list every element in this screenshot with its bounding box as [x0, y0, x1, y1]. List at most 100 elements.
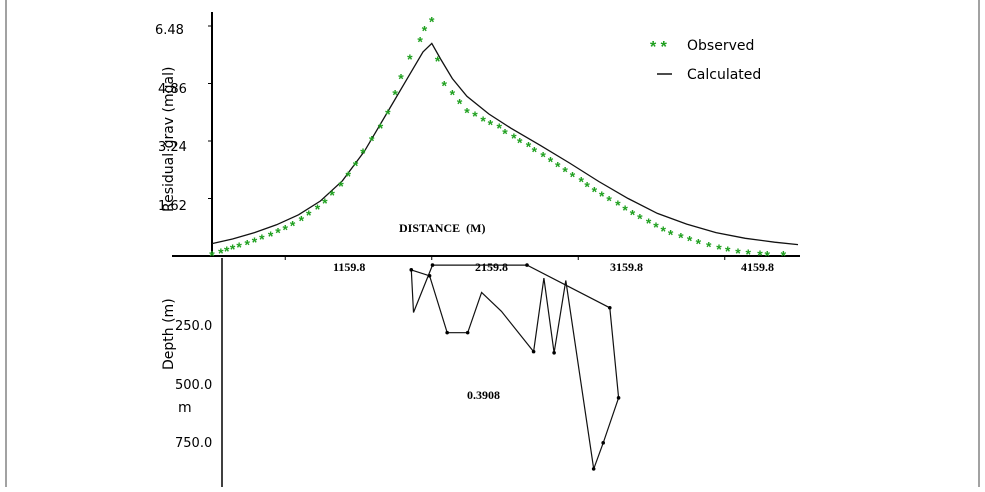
observed-point: *	[630, 206, 636, 222]
y-axis-label: Residual grav (mgal)	[161, 67, 177, 212]
observed-point: *	[592, 183, 598, 199]
xtick-label: 4159.8	[741, 260, 774, 274]
observed-point: *	[244, 237, 250, 253]
observed-point: *	[407, 51, 413, 67]
observed-point: *	[392, 87, 398, 103]
polygon-vertex	[601, 441, 605, 445]
observed-point: *	[599, 188, 605, 204]
observed-point: *	[346, 168, 352, 184]
observed-point: *	[548, 154, 554, 170]
legend-observed-marker: * *	[650, 39, 668, 56]
observed-point: *	[646, 215, 652, 231]
observed-point: *	[687, 233, 693, 249]
calculated-series-line	[211, 42, 799, 246]
observed-point: *	[526, 139, 532, 155]
observed-point: *	[290, 217, 296, 233]
observed-point: *	[252, 234, 258, 250]
polygon-vertex	[465, 330, 470, 335]
observed-point: *	[488, 117, 494, 133]
observed-point: *	[653, 219, 659, 235]
observed-point: *	[275, 225, 281, 241]
polygon-vertex	[607, 305, 612, 310]
tick-marks	[208, 25, 726, 260]
observed-point: *	[765, 247, 771, 263]
observed-point: *	[745, 246, 751, 262]
observed-point: *	[555, 159, 561, 175]
observed-point: *	[464, 104, 470, 120]
observed-point: *	[442, 78, 448, 94]
legend-observed-label: Observed	[687, 38, 754, 54]
observed-point: *	[480, 113, 486, 129]
observed-point: *	[511, 130, 517, 146]
observed-point: *	[637, 211, 643, 227]
observed-point: *	[306, 207, 312, 223]
observed-point: *	[562, 164, 568, 180]
observed-point: *	[584, 178, 590, 194]
observed-point: *	[540, 149, 546, 165]
observed-point: *	[472, 108, 478, 124]
observed-point: *	[329, 187, 335, 203]
observed-series: * * * * * * * * * * * * * * * * ******************* * * * * *…	[209, 14, 786, 264]
observed-point: *	[606, 193, 612, 209]
polygon-vertex	[409, 268, 414, 272]
observed-point: *	[570, 168, 576, 184]
observed-point: *	[299, 213, 305, 229]
ytick-label: 3.24	[158, 140, 187, 155]
ytick-label: 1.62	[158, 199, 187, 214]
observed-point: *	[259, 231, 265, 247]
ytick-label: 6.48	[155, 23, 184, 38]
depth-axis-label: Depth (m)	[161, 298, 177, 370]
observed-point: *	[230, 241, 236, 257]
observed-point: *	[678, 230, 684, 246]
legend: * * Observed Calculated	[650, 38, 761, 83]
observed-point: *	[532, 143, 538, 159]
observed-point: *	[496, 120, 502, 136]
depth-tick-label: 750.0	[175, 436, 212, 451]
observed-point: *	[578, 173, 584, 189]
observed-point: *	[236, 239, 242, 255]
polygon-vertex	[525, 263, 529, 267]
xtick-label: 1159.8	[333, 260, 365, 274]
observed-point: *	[422, 23, 428, 39]
observed-point: *	[457, 95, 463, 111]
observed-point: *	[435, 53, 441, 69]
observed-point: *	[268, 228, 274, 244]
ytick-label: 4.86	[158, 82, 187, 97]
polygon-vertex	[445, 330, 449, 335]
observed-point: *	[725, 243, 731, 259]
polygon-vertex	[427, 273, 432, 278]
observed-point: *	[218, 245, 224, 261]
polygon-vertex	[531, 349, 536, 354]
depth-axis-unit: m	[178, 400, 192, 416]
observed-point: *	[417, 33, 423, 49]
xtick-label: 2159.8	[475, 260, 508, 274]
observed-point: *	[224, 243, 230, 259]
depth-tick-label: 500.0	[175, 378, 212, 393]
observed-point: *	[735, 245, 741, 261]
observed-point: *	[315, 201, 321, 217]
observed-point: *	[502, 126, 508, 142]
observed-point: *	[322, 195, 328, 211]
polygon-vertex-markers	[409, 263, 621, 471]
polygon-vertex	[430, 263, 435, 267]
observed-point: *	[429, 14, 435, 30]
observed-point: *	[398, 71, 404, 87]
x-axis-label: DISTANCE (M)	[399, 221, 485, 235]
density-body-polygon	[410, 264, 620, 470]
observed-point: *	[661, 223, 667, 239]
observed-point: *	[209, 247, 215, 263]
observed-point: *	[353, 157, 359, 173]
observed-point: *	[360, 145, 366, 161]
observed-point: *	[615, 197, 621, 213]
observed-point: *	[706, 238, 712, 254]
depth-tick-label: 250.0	[175, 319, 212, 334]
observed-point: *	[378, 120, 384, 136]
observed-point: *	[622, 202, 628, 218]
observed-point: *	[385, 106, 391, 122]
observed-point: *	[450, 87, 456, 103]
observed-point: *	[668, 226, 674, 242]
xtick-label: 3159.8	[610, 260, 643, 274]
observed-point: *	[517, 134, 523, 150]
